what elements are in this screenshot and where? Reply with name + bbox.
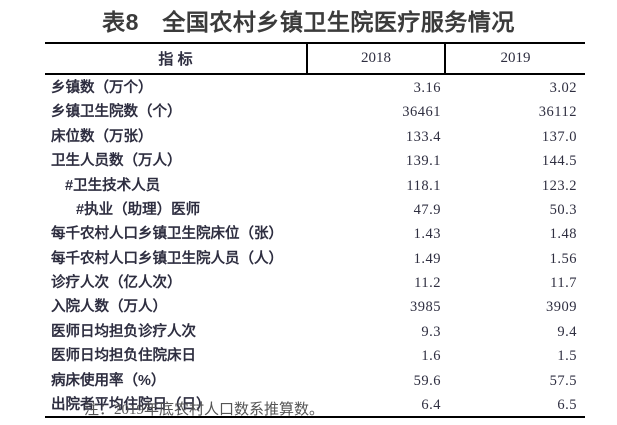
value-2018: 1.43 (413, 226, 441, 243)
row-label: 每千农村人口乡镇卫生院人员（人） (51, 250, 283, 267)
row-label: 诊疗人次（亿人次） (51, 275, 182, 292)
table-row: #卫生技术人员 118.1 123.2 (45, 173, 585, 197)
value-2018: 11.2 (414, 275, 441, 292)
value-2019: 36112 (538, 104, 577, 121)
col-header-2018: 2018 (306, 43, 445, 75)
row-label: 医师日均担负诊疗人次 (51, 323, 196, 340)
value-2019: 3.02 (549, 79, 577, 96)
value-2019: 144.5 (541, 153, 577, 170)
row-label: 出院者平均住院日（日） (51, 397, 211, 414)
value-2019: 11.7 (550, 275, 577, 292)
row-label: 乡镇数（万个） (51, 79, 153, 96)
row-label: 每千农村人口乡镇卫生院床位（张） (51, 226, 283, 243)
value-2019: 123.2 (541, 177, 577, 194)
table-row: 医师日均担负诊疗人次 9.3 9.4 (45, 319, 585, 343)
value-2019: 1.56 (549, 250, 577, 267)
value-2018: 36461 (402, 104, 441, 121)
row-label: #执业（助理）医师 (76, 201, 201, 218)
col-header-2019: 2019 (444, 43, 585, 75)
value-2019: 9.4 (557, 323, 577, 340)
table-row: 病床使用率（%） 59.6 57.5 (45, 368, 585, 392)
col-header-indicator: 指 标 (45, 43, 307, 75)
table-row: 每千农村人口乡镇卫生院人员（人） 1.49 1.56 (45, 246, 585, 270)
table-row: 每千农村人口乡镇卫生院床位（张） 1.43 1.48 (45, 221, 585, 245)
value-2019: 1.5 (557, 348, 577, 365)
value-2019: 6.5 (557, 397, 577, 414)
value-2018: 1.49 (413, 250, 441, 267)
value-2019: 137.0 (541, 128, 577, 145)
value-2018: 9.3 (421, 323, 441, 340)
row-label: 医师日均担负住院床日 (51, 348, 196, 365)
table-row: 出院者平均住院日（日） 6.4 6.5 (45, 392, 585, 417)
value-2018: 133.4 (405, 128, 441, 145)
table-row: 入院人数（万人） 3985 3909 (45, 295, 585, 319)
value-2019: 1.48 (549, 226, 577, 243)
table-row: 床位数（万张） 133.4 137.0 (45, 124, 585, 148)
value-2018: 1.6 (421, 348, 441, 365)
table-body: 乡镇数（万个） 3.16 3.02 乡镇卫生院数（个） 36461 36112 床位数（万张… (45, 74, 585, 417)
value-2018: 3985 (410, 299, 441, 316)
value-2018: 3.16 (413, 79, 441, 96)
value-2018: 6.4 (421, 397, 441, 414)
value-2018: 59.6 (413, 372, 441, 389)
row-label: #卫生技术人员 (65, 177, 161, 194)
header-row: 指 标 2018 2019 (45, 43, 585, 75)
footnote: 注：2019年底农村人口数系推算数。 (84, 402, 325, 418)
table-row: 乡镇卫生院数（个） 36461 36112 (45, 99, 585, 123)
row-label: 病床使用率（%） (51, 372, 166, 389)
row-label: 床位数（万张） (51, 128, 153, 145)
table-row: #执业（助理）医师 47.9 50.3 (45, 197, 585, 221)
value-2019: 57.5 (549, 372, 577, 389)
table-row: 卫生人员数（万人） 139.1 144.5 (45, 148, 585, 172)
row-label: 乡镇卫生院数（个） (51, 104, 182, 121)
value-2019: 3909 (546, 299, 577, 316)
table-title: 表8 全国农村乡镇卫生院医疗服务情况 (102, 9, 515, 35)
health-center-stats-table: 指 标 2018 2019 乡镇数（万个） 3.16 3.02 乡镇卫生院数（个） 36… (45, 42, 585, 419)
table-row: 诊疗人次（亿人次） 11.2 11.7 (45, 270, 585, 294)
value-2018: 47.9 (413, 201, 441, 218)
value-2018: 118.1 (406, 177, 441, 194)
table-row: 乡镇数（万个） 3.16 3.02 (45, 74, 585, 99)
value-2019: 50.3 (549, 201, 577, 218)
value-2018: 139.1 (405, 153, 441, 170)
row-label: 入院人数（万人） (51, 299, 167, 316)
table-row: 医师日均担负住院床日 1.6 1.5 (45, 343, 585, 367)
row-label: 卫生人员数（万人） (51, 153, 182, 170)
